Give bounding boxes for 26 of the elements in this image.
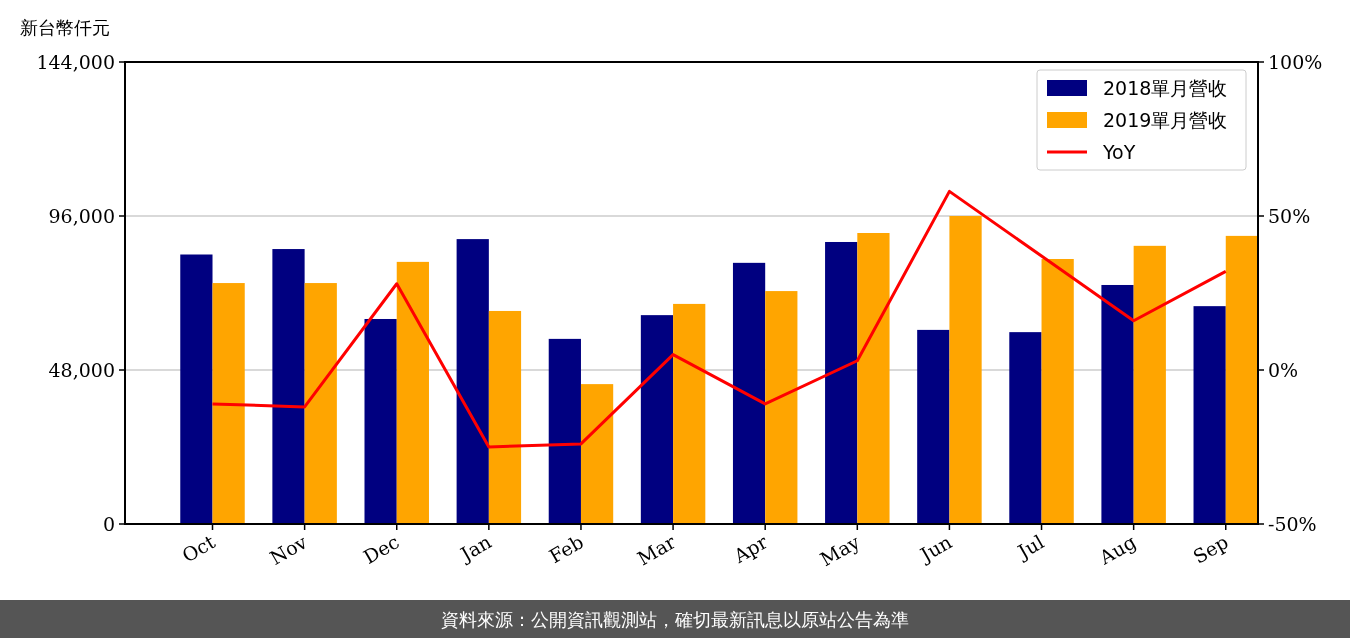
x-tick-label: Nov <box>266 530 311 569</box>
y-axis-title: 新台幣仟元 <box>20 17 110 38</box>
x-tick-label: Aug <box>1094 530 1140 570</box>
y-tick-label: 96,000 <box>48 205 115 227</box>
y2-tick-label: 100% <box>1268 51 1323 73</box>
x-tick-label: Apr <box>729 529 772 568</box>
x-tick-label: Mar <box>633 529 680 570</box>
y-tick-label: 144,000 <box>36 51 115 73</box>
y-tick-label: 48,000 <box>48 359 115 381</box>
y-tick-label: 0 <box>102 513 115 535</box>
x-tick-label: Sep <box>1189 530 1232 568</box>
y2-tick-label: 50% <box>1268 205 1311 227</box>
x-tick-label: Oct <box>178 530 219 567</box>
line-series <box>211 189 1228 449</box>
x-tick-label: Jun <box>914 530 956 567</box>
y2-tick-label: 0% <box>1268 359 1299 381</box>
x-tick-label: Dec <box>359 530 403 569</box>
legend-label: YoY <box>1102 141 1136 163</box>
source-note: 資料來源：公開資訊觀測站，確切最新訊息以原站公告為準 <box>441 609 909 630</box>
x-tick-label: Jan <box>455 530 495 567</box>
y2-tick-label: -50% <box>1268 513 1317 535</box>
x-tick-label: May <box>816 530 864 571</box>
x-tick-label: Feb <box>545 530 587 568</box>
legend-label: 2019單月營收 <box>1103 109 1228 131</box>
legend-label: 2018單月營收 <box>1103 77 1228 99</box>
x-tick-label: Jul <box>1012 530 1048 564</box>
